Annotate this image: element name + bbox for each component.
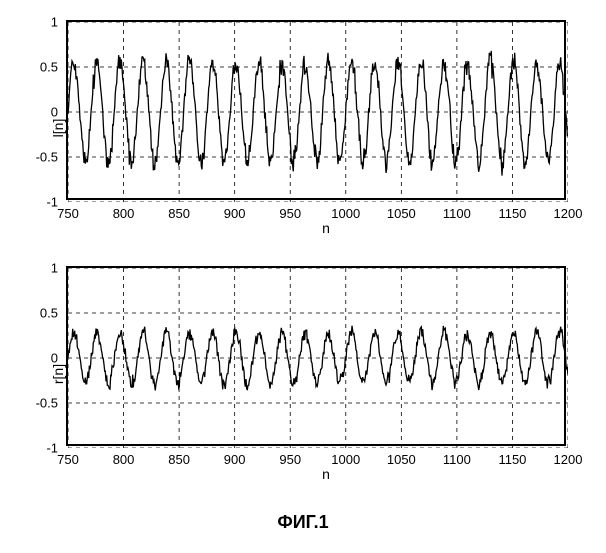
ytick-label: 0 — [51, 351, 58, 366]
chart-2-ylabel: r[n] — [50, 364, 66, 384]
xtick-label: 1150 — [498, 206, 526, 221]
ytick-label: -0.5 — [36, 396, 58, 411]
xtick-label: 1100 — [443, 452, 471, 467]
xtick-label: 800 — [113, 452, 135, 467]
xtick-label: 900 — [224, 452, 246, 467]
xtick-label: 950 — [279, 206, 301, 221]
xtick-label: 1200 — [554, 206, 583, 221]
ytick-label: -1 — [46, 195, 58, 210]
chart-1-wrap: l[n] 75080085090095010001050110011501200… — [66, 20, 586, 236]
xtick-label: 1200 — [554, 452, 583, 467]
xtick-label: 1050 — [387, 206, 416, 221]
figure-container: l[n] 75080085090095010001050110011501200… — [20, 20, 586, 533]
xtick-label: 1000 — [331, 452, 360, 467]
chart-1-plot: 75080085090095010001050110011501200-1-0.… — [66, 20, 566, 200]
plot2-svg — [68, 268, 568, 448]
ytick-label: 0 — [51, 105, 58, 120]
ytick-label: 0.5 — [40, 306, 58, 321]
xtick-label: 850 — [168, 206, 190, 221]
ytick-label: -0.5 — [36, 150, 58, 165]
xtick-label: 750 — [57, 452, 79, 467]
ytick-label: 0.5 — [40, 60, 58, 75]
xtick-label: 950 — [279, 452, 301, 467]
chart-1-xlabel: n — [66, 220, 586, 236]
xtick-label: 1150 — [498, 452, 526, 467]
xtick-label: 1100 — [443, 206, 471, 221]
chart-2-wrap: r[n] 75080085090095010001050110011501200… — [66, 266, 586, 482]
xtick-label: 750 — [57, 206, 79, 221]
xtick-label: 1050 — [387, 452, 416, 467]
ytick-label: 1 — [51, 15, 58, 30]
figure-caption: ФИГ.1 — [20, 512, 586, 533]
chart-1-ylabel: l[n] — [50, 119, 66, 138]
xtick-label: 1000 — [331, 206, 360, 221]
ytick-label: -1 — [46, 441, 58, 456]
plot1-svg — [68, 22, 568, 202]
chart-2-plot: 75080085090095010001050110011501200-1-0.… — [66, 266, 566, 446]
ytick-label: 1 — [51, 261, 58, 276]
xtick-label: 800 — [113, 206, 135, 221]
chart-2-xlabel: n — [66, 466, 586, 482]
xtick-label: 850 — [168, 452, 190, 467]
xtick-label: 900 — [224, 206, 246, 221]
